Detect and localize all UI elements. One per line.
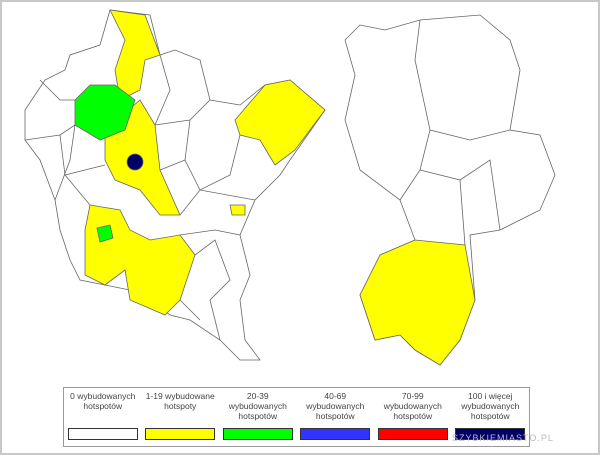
legend-label: 0 wybudowanych hotspotów	[70, 391, 136, 411]
legend-swatch	[300, 428, 371, 440]
region	[234, 79, 326, 166]
legend-swatch	[455, 428, 526, 440]
legend-item: 40-69 wybudowanych hotspotów	[297, 388, 375, 446]
region	[24, 9, 326, 361]
legend-swatch	[222, 428, 293, 440]
region	[126, 153, 144, 171]
legend-item: 100 i więcej wybudowanych hotspotów	[452, 388, 530, 446]
legend-label: 20-39 wybudowanych hotspotów	[228, 391, 287, 421]
border	[179, 189, 256, 216]
legend-swatch	[377, 428, 448, 440]
region	[74, 84, 136, 141]
region	[109, 9, 161, 101]
region	[84, 204, 196, 316]
legend-label: 100 i więcej wybudowanych hotspotów	[461, 391, 520, 421]
border	[459, 159, 501, 231]
region	[229, 204, 246, 216]
watermark: SZYBKIEMIASTO.PL	[452, 433, 554, 443]
legend-item: 20-39 wybudowanych hotspotów	[219, 388, 297, 446]
region	[96, 224, 114, 243]
legend-item: 1-19 wybudowane hotspoty	[142, 388, 220, 446]
border	[179, 229, 241, 236]
legend-label: 1-19 wybudowane hotspoty	[145, 391, 215, 411]
legend-item: 70-99 wybudowanych hotspotów	[374, 388, 452, 446]
legend: 0 wybudowanych hotspotów 1-19 wybudowane …	[63, 387, 530, 447]
border	[194, 239, 231, 341]
border	[159, 159, 186, 171]
legend-swatch	[145, 428, 216, 440]
region	[359, 239, 476, 366]
border	[39, 79, 75, 101]
map	[24, 9, 556, 366]
border	[179, 299, 201, 321]
legend-swatch	[67, 428, 138, 440]
border	[64, 174, 91, 206]
legend-item: 0 wybudowanych hotspotów	[64, 388, 142, 446]
legend-label: 40-69 wybudowanych hotspotów	[306, 391, 365, 421]
legend-label: 70-99 wybudowanych hotspotów	[383, 391, 442, 421]
